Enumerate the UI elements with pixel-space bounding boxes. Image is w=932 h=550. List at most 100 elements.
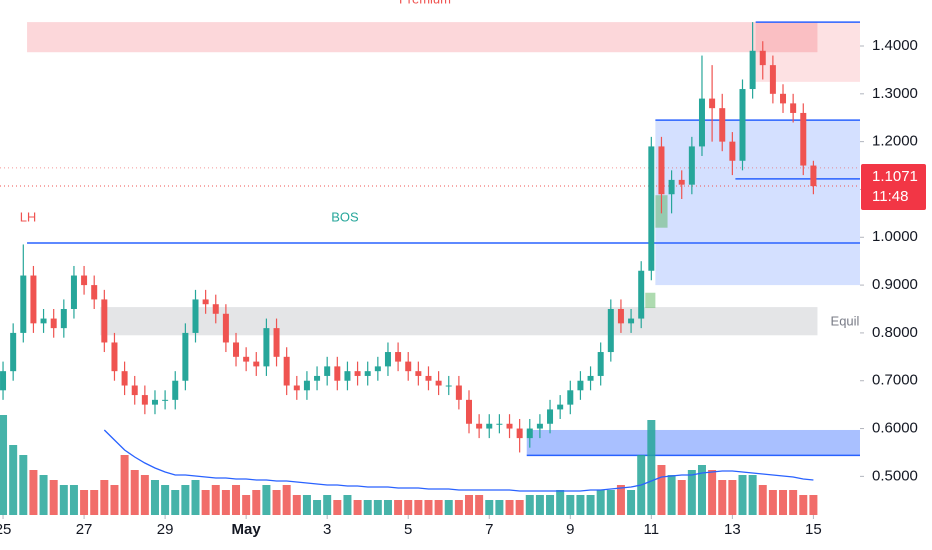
candle-body <box>628 318 635 324</box>
x-tick-label: 25 <box>0 521 11 538</box>
candle-body <box>222 313 229 343</box>
volume-bar <box>262 485 271 515</box>
volume-bar <box>697 465 706 515</box>
zone <box>526 429 860 456</box>
candle-body <box>607 309 614 353</box>
volume-bar <box>475 495 484 515</box>
x-tick-label: 13 <box>724 521 741 538</box>
candle-body <box>688 146 695 185</box>
candle-body <box>253 361 260 367</box>
candle-body <box>516 428 523 439</box>
y-tick-label: 1.2000 <box>872 133 918 150</box>
volume-bar <box>596 490 605 515</box>
candle-body <box>486 423 493 429</box>
zone <box>645 292 656 309</box>
volume-bar <box>738 475 747 515</box>
volume-bar <box>373 500 382 515</box>
volume-bar <box>515 500 524 515</box>
volume-bar <box>667 475 676 515</box>
candle-body <box>324 366 331 376</box>
x-tick-label: May <box>232 521 262 538</box>
volume-bar <box>647 420 656 515</box>
volume-bar <box>687 470 696 515</box>
candle-body <box>668 179 675 195</box>
volume-bar <box>9 445 18 515</box>
candle-body <box>50 318 57 329</box>
volume-bar <box>546 495 555 515</box>
candle-body <box>506 423 513 429</box>
volume-bar <box>150 480 159 515</box>
candle-body <box>709 98 716 109</box>
volume-bar <box>0 415 8 515</box>
volume-bar <box>59 485 68 515</box>
volume-bar <box>485 500 494 515</box>
candle-body <box>81 275 88 286</box>
volume-bar <box>181 485 190 515</box>
volume-bar <box>171 490 180 515</box>
volume-bar <box>627 490 636 515</box>
x-tick-label: 5 <box>404 521 412 538</box>
volume-bar <box>677 480 686 515</box>
candle-body <box>233 342 240 357</box>
candle-body <box>131 385 138 396</box>
candle-body <box>121 371 128 386</box>
x-tick-label: 11 <box>644 521 660 538</box>
volume-bar <box>758 485 767 515</box>
candle-body <box>567 390 574 405</box>
volume-bar <box>525 495 534 515</box>
candle-body <box>678 179 685 185</box>
volume-bar <box>779 490 788 515</box>
candle-body <box>364 371 371 376</box>
volume-bar <box>464 495 473 515</box>
volume-bar <box>201 490 210 515</box>
y-tick-label: 1.4000 <box>872 37 918 54</box>
volume-bar <box>39 475 48 515</box>
candle-body <box>20 275 27 333</box>
candle-body <box>597 352 604 376</box>
volume-bar <box>606 490 615 515</box>
candle-body <box>405 361 412 372</box>
candle-body <box>496 423 503 425</box>
candle-body <box>40 318 47 324</box>
candle-body <box>698 98 705 147</box>
volume-bar <box>333 500 342 515</box>
volume-bar <box>353 500 362 515</box>
volume-bar <box>252 490 261 515</box>
volume-bar <box>110 485 119 515</box>
candle-body <box>465 399 472 424</box>
candle-body <box>476 423 483 429</box>
candle-body <box>638 270 645 319</box>
zone <box>27 22 818 53</box>
candle-body <box>455 385 462 400</box>
candle-body <box>395 352 402 362</box>
volume-bar <box>404 500 413 515</box>
volume-bar <box>120 455 129 515</box>
candle-body <box>790 103 797 113</box>
candle-body <box>780 93 787 104</box>
candle-body <box>111 342 118 372</box>
candle-body <box>800 112 807 166</box>
candle-body <box>354 371 361 376</box>
candle-body <box>151 399 158 405</box>
candle-body <box>334 366 341 381</box>
candle-body <box>445 385 452 387</box>
volume-bar <box>323 495 332 515</box>
axes: Premium LH BOS Equil 0.5000 0.6000 0.7000 0.800… <box>0 0 926 538</box>
volume-bar <box>29 470 38 515</box>
volume-bar <box>80 490 89 515</box>
candle-body <box>648 146 655 271</box>
candle-body <box>374 366 381 372</box>
volume-bar <box>49 480 58 515</box>
volume-bar <box>495 500 504 515</box>
candle-body <box>729 141 736 161</box>
y-tick-label: 0.8000 <box>872 324 918 341</box>
volume-bar <box>90 490 99 515</box>
volume-bar <box>616 485 625 515</box>
volume-bar <box>19 455 28 515</box>
volume-bar <box>272 490 281 515</box>
volume-bar <box>789 490 798 515</box>
candle-body <box>344 371 351 381</box>
candle-body <box>293 385 300 391</box>
candle-body <box>536 423 543 429</box>
